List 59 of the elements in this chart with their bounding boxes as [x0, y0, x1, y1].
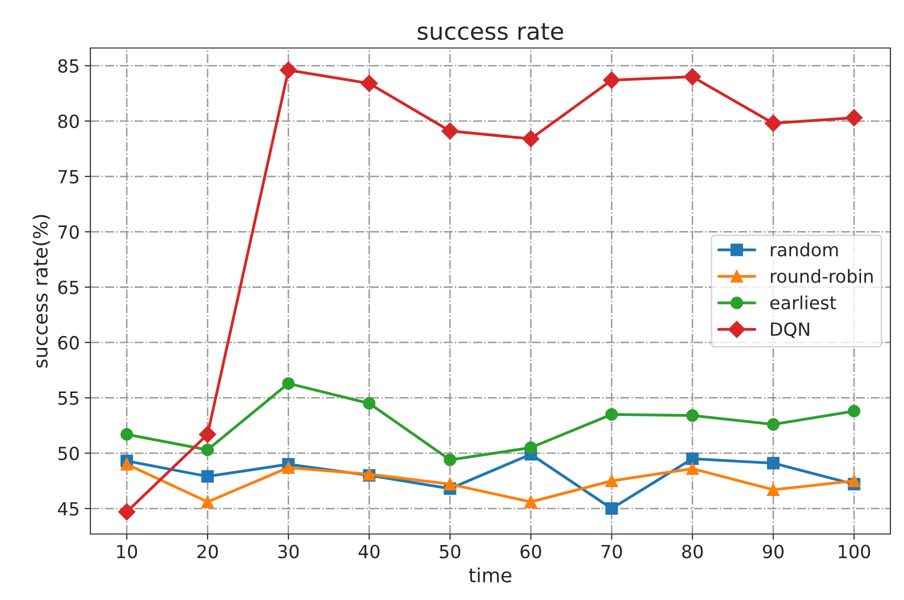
point: [280, 62, 297, 79]
point: [848, 404, 860, 418]
x-tick-label: 20: [197, 544, 218, 558]
y-tick-label: 60: [58, 336, 79, 350]
point: [441, 122, 459, 140]
point: [444, 478, 456, 490]
x-axis-title: time: [468, 567, 512, 582]
x-tick-label: 50: [440, 544, 460, 558]
point: [362, 397, 376, 410]
point: [846, 109, 863, 126]
point: [282, 377, 295, 390]
point: [686, 452, 699, 465]
point: [201, 496, 214, 508]
x-tick-label: 40: [358, 544, 380, 558]
point: [524, 441, 538, 454]
point: [120, 458, 134, 471]
point: [684, 68, 701, 86]
point: [767, 456, 780, 470]
y-tick-label: 75: [58, 170, 78, 184]
x-tick-label: 30: [278, 544, 299, 558]
point: [282, 461, 295, 474]
point: [118, 503, 136, 520]
point: [603, 72, 620, 89]
point: [767, 418, 780, 431]
y-tick-label: 85: [58, 59, 78, 73]
x-tick-label: 10: [117, 544, 138, 558]
legend-label: random: [770, 242, 838, 256]
y-tick-label: 80: [58, 114, 79, 128]
x-tick-label: 80: [682, 544, 703, 558]
point: [444, 454, 456, 466]
point: [848, 474, 860, 488]
legend-label: earliest: [770, 296, 836, 310]
y-axis-title: success rate(%): [32, 214, 50, 368]
y-tick-label: 55: [58, 392, 78, 405]
y-tick-label: 45: [58, 502, 78, 516]
x-tick-label: 100: [838, 544, 870, 558]
chart-title: success rate: [418, 23, 564, 40]
y-tick-label: 65: [58, 280, 78, 294]
legend-label: round-robin: [770, 269, 873, 283]
y-tick-label: 70: [58, 225, 79, 239]
point: [605, 408, 618, 421]
point: [201, 470, 214, 483]
point: [199, 426, 216, 443]
point: [686, 409, 699, 422]
x-tick-label: 70: [602, 544, 622, 558]
y-tick-label: 50: [58, 446, 79, 460]
point: [522, 130, 540, 148]
point: [767, 483, 780, 496]
point: [764, 114, 782, 132]
point: [120, 428, 134, 441]
x-tick-label: 90: [762, 544, 784, 558]
legend-label: DQN: [771, 322, 810, 338]
point: [605, 474, 618, 488]
point: [605, 502, 618, 515]
x-tick-label: 60: [520, 544, 542, 558]
point: [524, 496, 538, 508]
point: [360, 74, 378, 92]
point: [686, 462, 699, 475]
point: [201, 444, 214, 456]
